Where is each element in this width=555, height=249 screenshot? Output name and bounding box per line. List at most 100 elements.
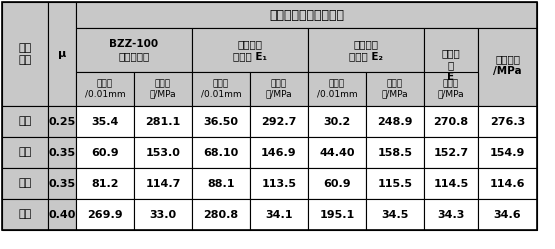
Bar [308, 72, 366, 106]
Bar [76, 168, 134, 199]
Text: 158.5: 158.5 [377, 147, 412, 158]
Bar [2, 2, 48, 106]
Text: 回弹模
量/MPa: 回弹模 量/MPa [150, 79, 176, 99]
Bar [478, 199, 537, 230]
Text: 33.0: 33.0 [149, 209, 176, 220]
Text: 44.40: 44.40 [319, 147, 355, 158]
Text: 35.4: 35.4 [92, 117, 119, 126]
Bar [192, 199, 250, 230]
Text: 0.35: 0.35 [48, 147, 75, 158]
Bar [192, 137, 250, 168]
Text: 115.5: 115.5 [377, 179, 412, 188]
Bar [366, 106, 424, 137]
Bar [424, 199, 478, 230]
Bar [76, 137, 134, 168]
Text: 路基回弹模量测试方法: 路基回弹模量测试方法 [269, 8, 344, 21]
Text: 回弹模
量/MPa: 回弹模 量/MPa [266, 79, 292, 99]
Text: BZZ-100
标准检测车: BZZ-100 标准检测车 [109, 39, 159, 61]
Bar [308, 199, 366, 230]
Bar [76, 28, 192, 72]
Bar [48, 168, 76, 199]
Text: 0.40: 0.40 [48, 209, 75, 220]
Bar [424, 28, 478, 106]
Text: 195.1: 195.1 [319, 209, 355, 220]
Text: 269.9: 269.9 [87, 209, 123, 220]
Bar [478, 106, 537, 137]
Text: 146.9: 146.9 [261, 147, 297, 158]
Text: 248.9: 248.9 [377, 117, 413, 126]
Bar [478, 168, 537, 199]
Text: 114.7: 114.7 [145, 179, 181, 188]
Text: 113.5: 113.5 [261, 179, 296, 188]
Text: 弯沉值
/0.01mm: 弯沉值 /0.01mm [85, 79, 125, 99]
Text: 153.0: 153.0 [145, 147, 180, 158]
Bar [2, 168, 48, 199]
Bar [76, 106, 134, 137]
Text: 60.9: 60.9 [323, 179, 351, 188]
Bar [2, 137, 48, 168]
Bar [48, 2, 76, 106]
Bar [478, 28, 537, 106]
Text: 60.9: 60.9 [91, 147, 119, 158]
Bar [424, 137, 478, 168]
Bar [2, 106, 48, 137]
Text: 152.7: 152.7 [433, 147, 468, 158]
Bar [250, 137, 308, 168]
Bar [424, 72, 478, 106]
Bar [192, 28, 308, 72]
Bar [192, 106, 250, 137]
Bar [76, 2, 537, 28]
Text: 68.10: 68.10 [203, 147, 239, 158]
Text: 砂砾: 砂砾 [18, 147, 32, 158]
Bar [76, 72, 134, 106]
Text: 弯沉值
/0.01mm: 弯沉值 /0.01mm [317, 79, 357, 99]
Bar [48, 137, 76, 168]
Text: 34.1: 34.1 [265, 209, 292, 220]
Text: 114.5: 114.5 [433, 179, 468, 188]
Bar [76, 199, 134, 230]
Text: 回弹模
量/MPa: 回弹模 量/MPa [438, 79, 465, 99]
Text: 土石: 土石 [18, 179, 32, 188]
Bar [366, 199, 424, 230]
Text: 81.2: 81.2 [91, 179, 119, 188]
Bar [192, 72, 250, 106]
Text: 灰土: 灰土 [18, 117, 32, 126]
Bar [308, 137, 366, 168]
Text: 154.9: 154.9 [490, 147, 525, 158]
Bar [134, 72, 192, 106]
Text: 30.2: 30.2 [324, 117, 351, 126]
Bar [48, 106, 76, 137]
Bar [478, 137, 537, 168]
Text: 34.6: 34.6 [494, 209, 521, 220]
Text: 路基
填料: 路基 填料 [18, 43, 32, 65]
Bar [366, 72, 424, 106]
Bar [192, 168, 250, 199]
Text: 弯沉值
/0.01mm: 弯沉值 /0.01mm [201, 79, 241, 99]
Text: 281.1: 281.1 [145, 117, 180, 126]
Text: 34.3: 34.3 [437, 209, 465, 220]
Bar [308, 28, 424, 72]
Bar [308, 106, 366, 137]
Text: 276.3: 276.3 [490, 117, 525, 126]
Bar [134, 168, 192, 199]
Bar [366, 137, 424, 168]
Bar [2, 199, 48, 230]
Bar [424, 168, 478, 199]
Bar [250, 199, 308, 230]
Text: 88.1: 88.1 [207, 179, 235, 188]
Text: 0.25: 0.25 [48, 117, 75, 126]
Text: 34.5: 34.5 [381, 209, 408, 220]
Text: 双后轴车
轮隙间 E₁: 双后轴车 轮隙间 E₁ [233, 39, 267, 61]
Text: 双后轴
车
E: 双后轴 车 E [442, 48, 461, 82]
Bar [308, 168, 366, 199]
Text: μ: μ [58, 49, 66, 59]
Bar [424, 106, 478, 137]
Bar [134, 106, 192, 137]
Bar [250, 168, 308, 199]
Text: 承载板法
/MPa: 承载板法 /MPa [493, 54, 522, 76]
Text: 292.7: 292.7 [261, 117, 297, 126]
Text: 黍土: 黍土 [18, 209, 32, 220]
Text: 双后轴车
轮内侧 E₂: 双后轴车 轮内侧 E₂ [349, 39, 383, 61]
Bar [48, 199, 76, 230]
Bar [134, 137, 192, 168]
